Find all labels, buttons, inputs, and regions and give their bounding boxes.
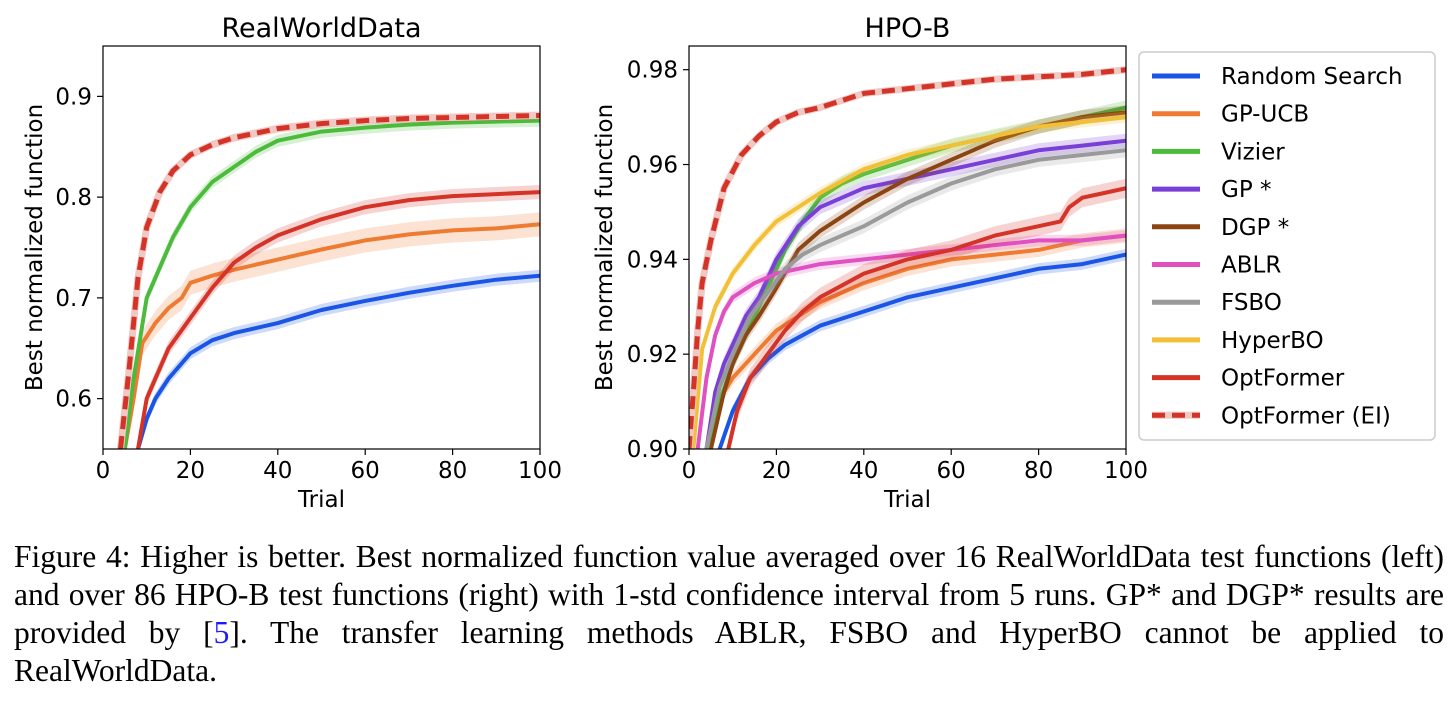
y-axis-label: Best normalized function [22, 104, 48, 391]
caption-text-2: ]. The transfer learning methods ABLR, F… [14, 615, 1444, 688]
x-tick-label: 0 [96, 458, 111, 484]
y-tick-label: 0.9 [55, 84, 92, 110]
plot-frame [688, 45, 1127, 450]
series-line-gp-ucb [704, 233, 1126, 449]
legend-label-optformer: OptFormer [1221, 366, 1345, 392]
series-band-gp-ucb [706, 228, 1126, 449]
y-tick-label: 0.94 [627, 247, 678, 273]
x-tick-label: 20 [762, 458, 791, 484]
series-line-optformer-ei [118, 113, 540, 449]
y-tick-label: 0.90 [627, 437, 678, 463]
series-line-vizier [122, 118, 540, 449]
legend-label-vizier: Vizier [1221, 139, 1285, 165]
x-tick-label: 40 [849, 458, 878, 484]
figure-caption: Figure 4: Higher is better. Best normali… [14, 538, 1444, 690]
x-tick-label: 60 [937, 458, 966, 484]
x-tick-label: 80 [438, 458, 467, 484]
legend-label-gp: GP * [1221, 177, 1272, 203]
chart-title: HPO-B [865, 13, 951, 44]
series-line-hyperbo [691, 115, 1126, 449]
legend-box [1138, 51, 1436, 441]
series-line-ablr [695, 233, 1126, 449]
legend-label-hyperbo: HyperBO [1221, 328, 1324, 354]
legend-label-gp-ucb: GP-UCB [1221, 102, 1309, 128]
y-tick-label: 0.92 [627, 342, 678, 368]
chart-title: RealWorldData [221, 13, 421, 44]
caption-label: Figure 4: [14, 539, 131, 574]
legend-label-fsbo: FSBO [1221, 290, 1282, 316]
x-tick-label: 0 [682, 458, 697, 484]
series-line-optformer [136, 190, 540, 449]
x-tick-label: 80 [1024, 458, 1053, 484]
x-tick-label: 20 [176, 458, 205, 484]
y-tick-label: 0.7 [55, 286, 92, 312]
y-axis-label: Best normalized function [592, 104, 618, 391]
series-line-fsbo [704, 148, 1126, 449]
series-band-fsbo [706, 143, 1126, 449]
caption-text-1: Higher is better. Best normalized functi… [14, 539, 1445, 650]
x-tick-label: 100 [518, 458, 562, 484]
x-axis-label: Trial [297, 487, 345, 513]
series-band-random-search [138, 269, 540, 449]
hpo-b-plot: 0 20 40 60 80 100 0.90 0.92 0.94 0.96 0.98 HPO-B Tri… [592, 13, 1148, 513]
legend-label-random-search: Random Search [1221, 64, 1403, 90]
series-line-dgp [708, 110, 1126, 449]
x-tick-label: 100 [1104, 458, 1148, 484]
x-tick-label: 60 [351, 458, 380, 484]
y-tick-label: 0.98 [627, 58, 678, 84]
citation-link[interactable]: 5 [213, 615, 230, 650]
series-line-gp [704, 138, 1126, 449]
figure: 0 20 40 60 80 100 0.6 0.7 0.8 0.9 RealWorldData Tri… [22, 13, 1436, 513]
y-tick-label: 0.8 [55, 185, 92, 211]
series-band-random-search [719, 248, 1126, 449]
series-line-random-search [136, 273, 540, 449]
x-axis-label: Trial [883, 487, 931, 513]
legend-label-dgp: DGP * [1221, 215, 1289, 241]
series-band-optformer [728, 178, 1126, 449]
legend-label-optformer-ei: OptFormer (EI) [1221, 403, 1391, 429]
y-tick-label: 0.6 [55, 387, 92, 413]
y-tick-label: 0.96 [627, 153, 678, 179]
realworlddata-plot: 0 20 40 60 80 100 0.6 0.7 0.8 0.9 RealWorldData Tri… [22, 13, 562, 513]
x-tick-label: 40 [263, 458, 292, 484]
plot-frame [102, 45, 541, 450]
legend-label-ablr: ABLR [1221, 253, 1281, 279]
series-line-optformer-ei [689, 67, 1126, 449]
legend: Random Search GP-UCB Vizier GP * DGP * ABLR FS… [1138, 51, 1436, 441]
series-line-optformer [726, 186, 1126, 449]
series-band-gp-ucb [124, 212, 540, 449]
